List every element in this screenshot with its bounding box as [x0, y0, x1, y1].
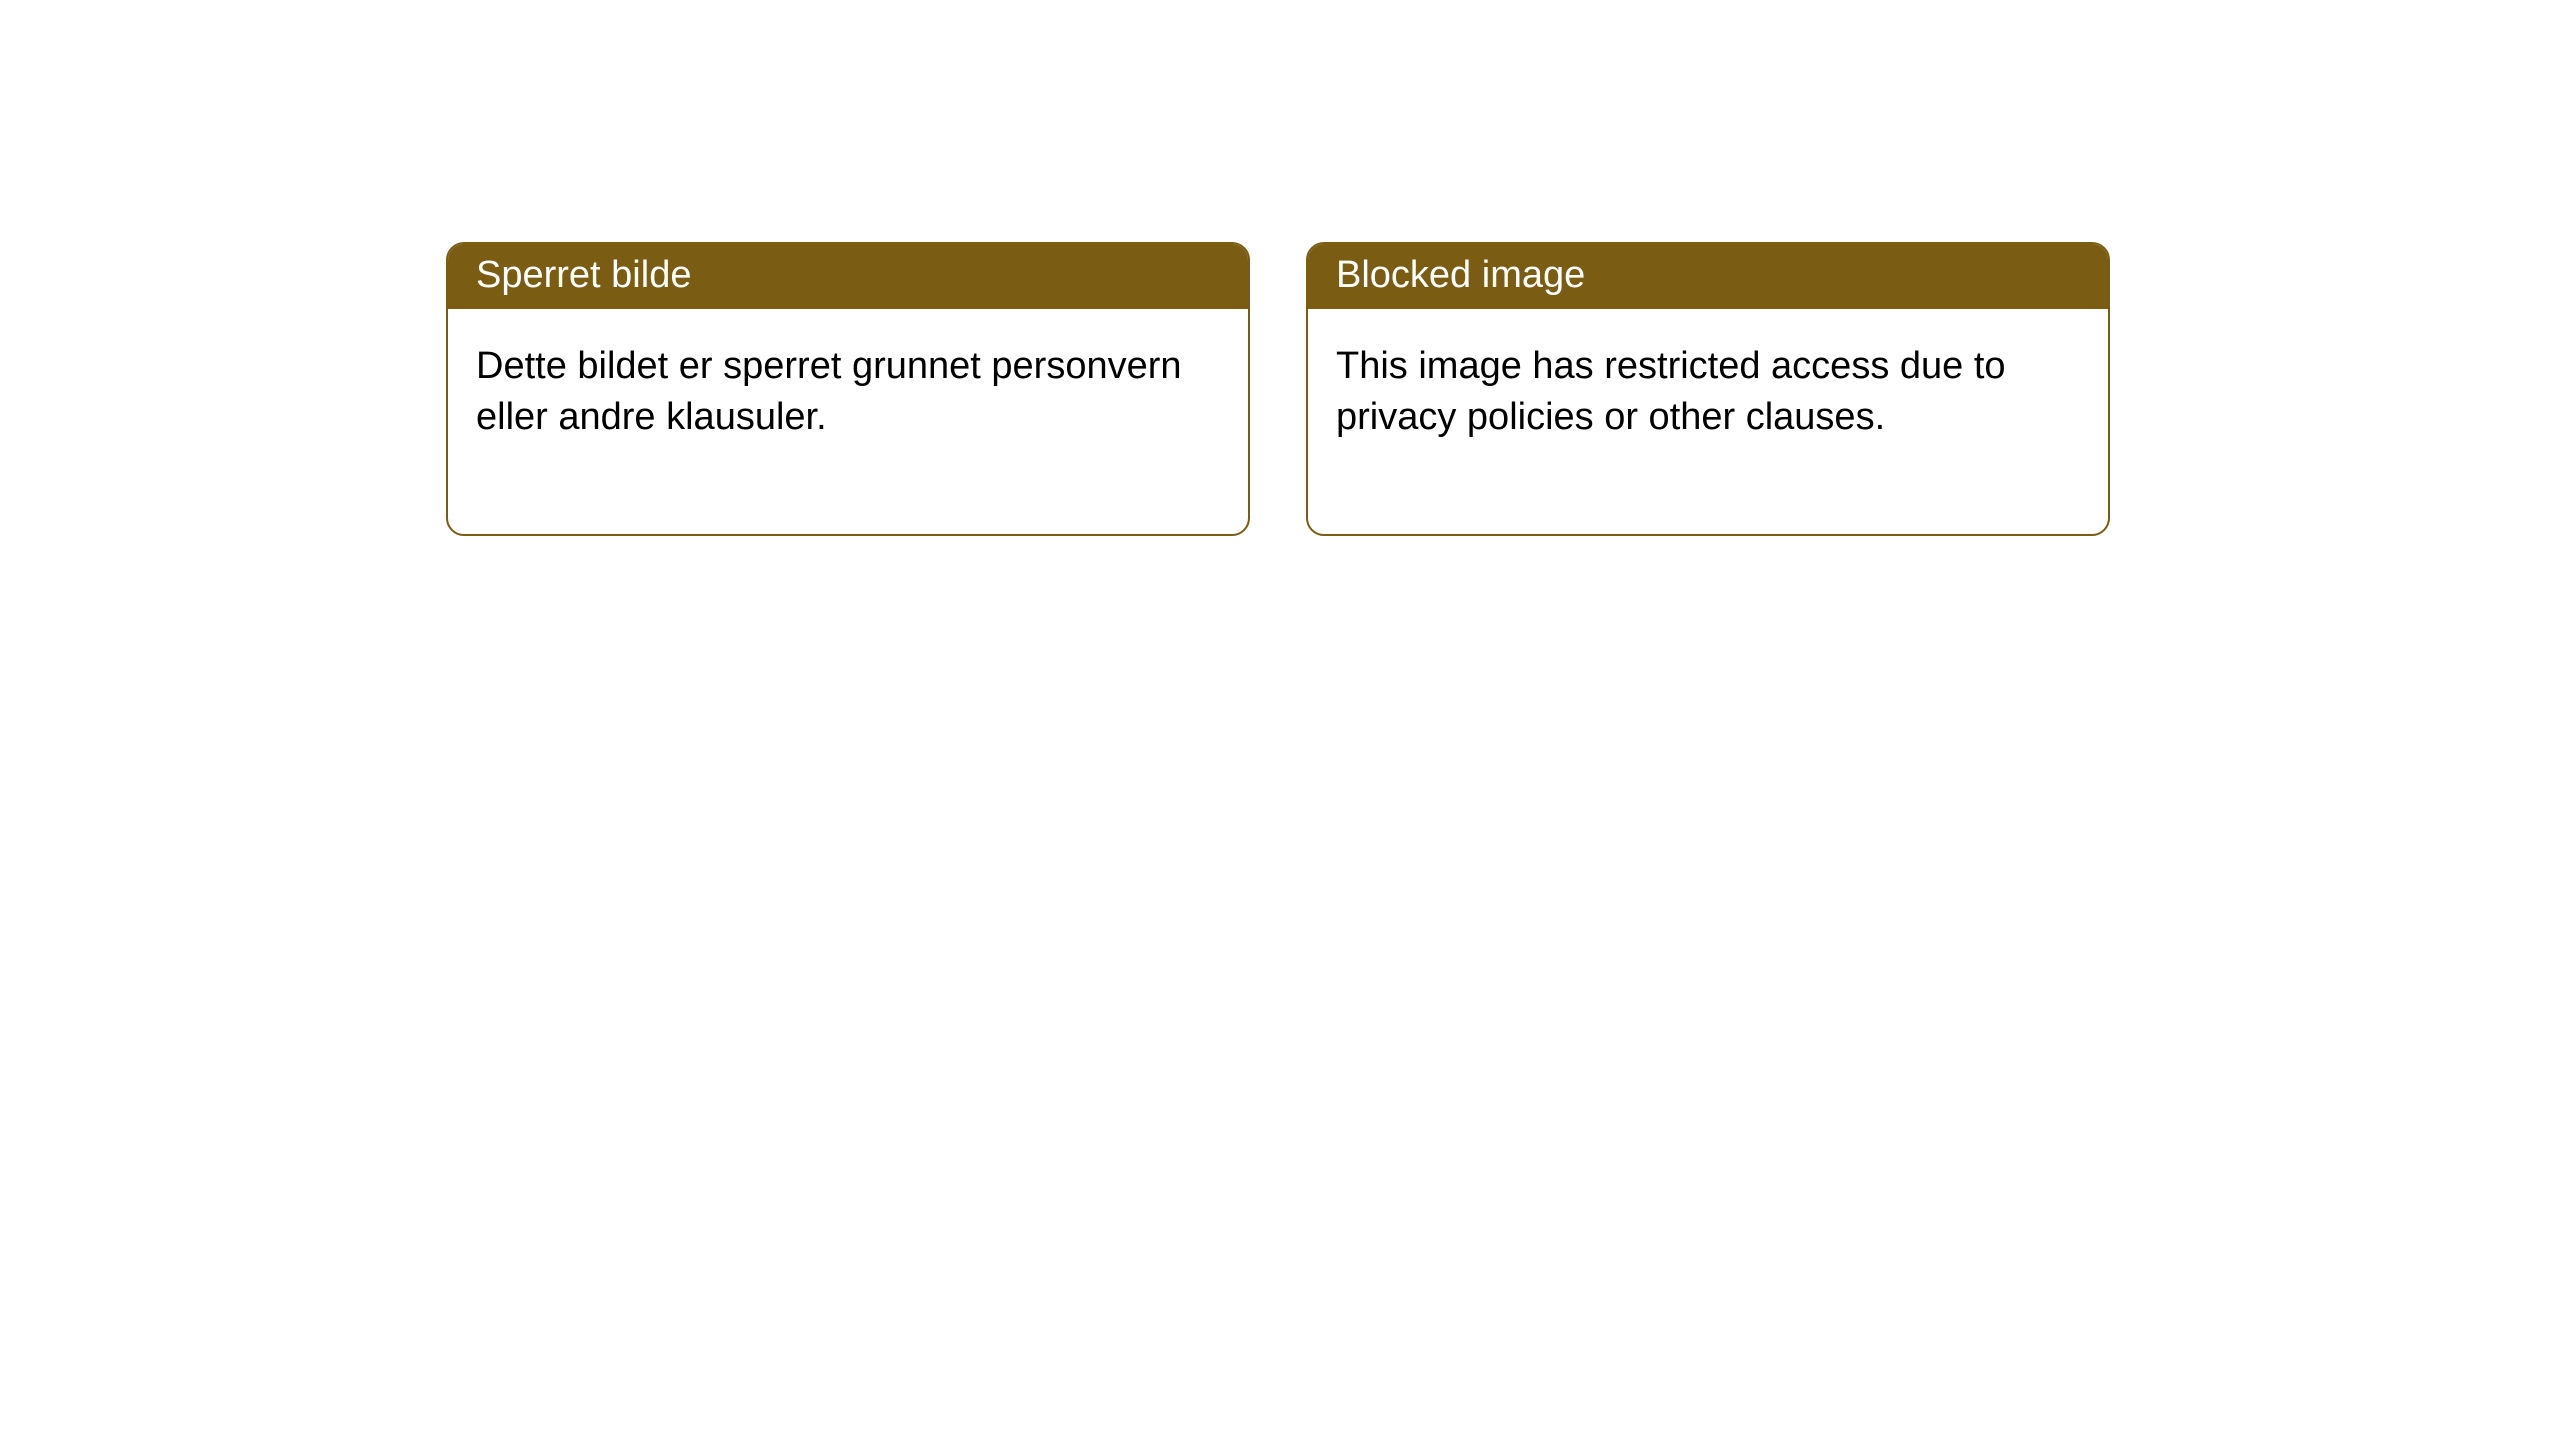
notice-box-english: Blocked image This image has restricted …	[1306, 242, 2110, 536]
notice-container: Sperret bilde Dette bildet er sperret gr…	[0, 0, 2560, 536]
notice-title-english: Blocked image	[1308, 244, 2108, 309]
notice-title-norwegian: Sperret bilde	[448, 244, 1248, 309]
notice-body-english: This image has restricted access due to …	[1308, 309, 2108, 534]
notice-body-norwegian: Dette bildet er sperret grunnet personve…	[448, 309, 1248, 534]
notice-box-norwegian: Sperret bilde Dette bildet er sperret gr…	[446, 242, 1250, 536]
